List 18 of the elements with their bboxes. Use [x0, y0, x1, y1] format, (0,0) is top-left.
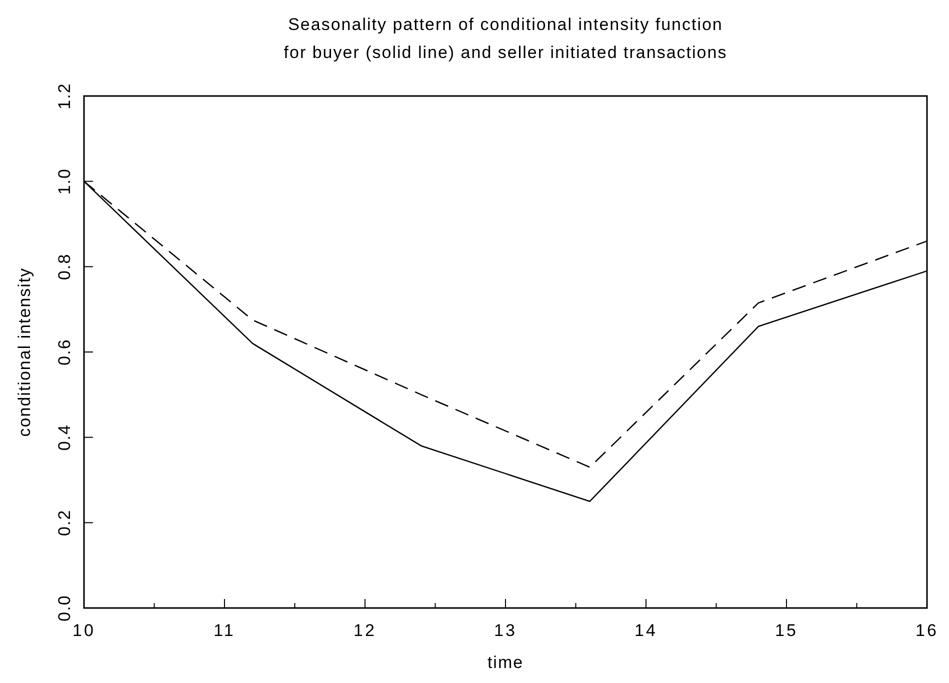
y-axis-title: conditional intensity — [15, 267, 34, 437]
y-tick-label: 0.4 — [55, 424, 74, 451]
y-tick-label: 0.8 — [55, 253, 74, 280]
chart-title: Seasonality pattern of conditional intensity function — [288, 15, 723, 34]
y-tick-label: 0.2 — [55, 509, 74, 536]
y-tick-label: 1.0 — [55, 168, 74, 195]
y-tick-label: 0.0 — [55, 594, 74, 622]
x-axis-title: time — [487, 653, 524, 672]
y-tick-label: 0.6 — [55, 338, 74, 366]
x-tick-label: 12 — [354, 621, 376, 640]
chart-subtitle: for buyer (solid line) and seller initiated transactions — [284, 43, 728, 62]
x-tick-label: 10 — [72, 621, 96, 640]
x-tick-label: 15 — [775, 621, 798, 640]
x-tick-label: 16 — [916, 621, 938, 640]
y-tick-label: 1.2 — [55, 82, 74, 110]
x-tick-label: 14 — [634, 621, 658, 640]
x-tick-label: 11 — [214, 621, 236, 640]
x-tick-label: 13 — [494, 621, 517, 640]
